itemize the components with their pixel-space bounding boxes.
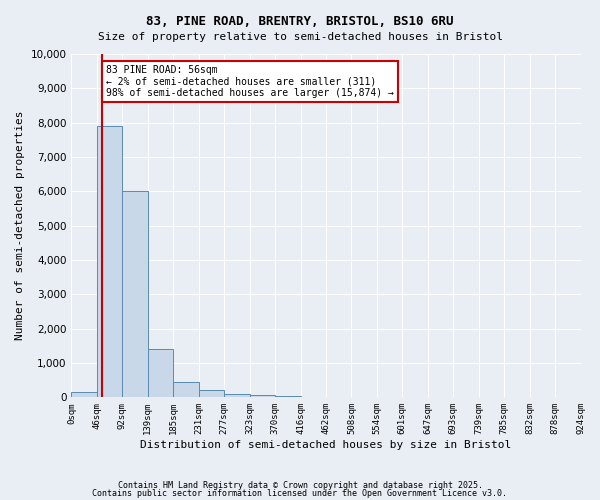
Bar — [122, 192, 148, 398]
Bar — [71, 392, 97, 398]
X-axis label: Distribution of semi-detached houses by size in Bristol: Distribution of semi-detached houses by … — [140, 440, 512, 450]
Bar — [224, 394, 250, 398]
Bar — [173, 382, 199, 398]
Bar — [199, 390, 224, 398]
Bar — [301, 397, 326, 398]
Text: Contains HM Land Registry data © Crown copyright and database right 2025.: Contains HM Land Registry data © Crown c… — [118, 481, 482, 490]
Bar — [148, 350, 173, 398]
Bar — [275, 396, 301, 398]
Bar — [250, 395, 275, 398]
Y-axis label: Number of semi-detached properties: Number of semi-detached properties — [15, 111, 25, 340]
Text: Contains public sector information licensed under the Open Government Licence v3: Contains public sector information licen… — [92, 488, 508, 498]
Text: 83, PINE ROAD, BRENTRY, BRISTOL, BS10 6RU: 83, PINE ROAD, BRENTRY, BRISTOL, BS10 6R… — [146, 15, 454, 28]
Text: 83 PINE ROAD: 56sqm
← 2% of semi-detached houses are smaller (311)
98% of semi-d: 83 PINE ROAD: 56sqm ← 2% of semi-detache… — [106, 65, 394, 98]
Text: Size of property relative to semi-detached houses in Bristol: Size of property relative to semi-detach… — [97, 32, 503, 42]
Bar — [97, 126, 122, 398]
